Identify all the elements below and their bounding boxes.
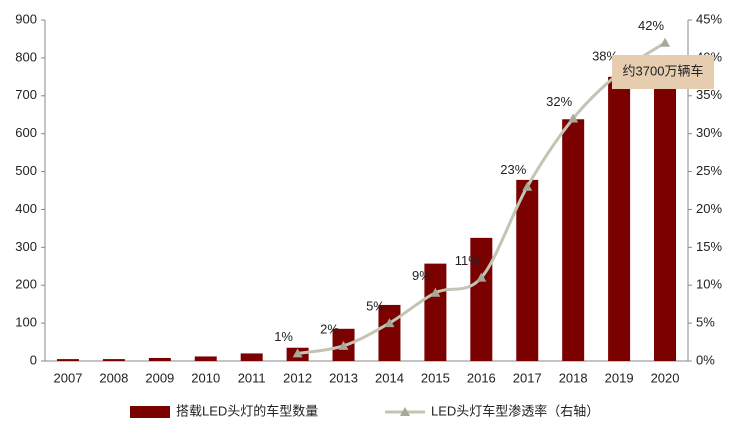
line-marker bbox=[522, 181, 533, 191]
x-tick-label: 2011 bbox=[238, 370, 266, 385]
x-tick-label: 2012 bbox=[283, 370, 312, 385]
annotation-box bbox=[612, 55, 714, 89]
value-label: 38% bbox=[592, 48, 618, 63]
bar bbox=[516, 179, 539, 361]
y-tick-label: 700 bbox=[15, 87, 37, 102]
x-tick-label: 2009 bbox=[145, 370, 174, 385]
y-tick-label: 400 bbox=[15, 201, 37, 216]
bar bbox=[562, 119, 585, 361]
x-tick-label: 2017 bbox=[513, 370, 542, 385]
x-tick-label: 2013 bbox=[329, 370, 358, 385]
x-tick-label: 2010 bbox=[191, 370, 220, 385]
y-tick-label: 800 bbox=[15, 49, 37, 64]
line-marker bbox=[476, 272, 487, 282]
y2-tick-label: 45% bbox=[696, 11, 722, 26]
x-tick-label: 2007 bbox=[54, 370, 83, 385]
y2-tick-label: 5% bbox=[696, 315, 715, 330]
legend-label: LED头灯车型渗透率（右轴） bbox=[431, 403, 599, 418]
bar bbox=[424, 263, 447, 361]
y2-tick-label: 15% bbox=[696, 239, 722, 254]
x-tick-label: 2019 bbox=[605, 370, 634, 385]
x-tick-label: 2020 bbox=[651, 370, 680, 385]
value-label: 9% bbox=[412, 268, 431, 283]
x-tick-label: 2015 bbox=[421, 370, 450, 385]
x-tick-label: 2008 bbox=[99, 370, 128, 385]
line-marker bbox=[384, 318, 395, 328]
bar bbox=[56, 359, 79, 361]
x-tick-label: 2014 bbox=[375, 370, 404, 385]
y2-tick-label: 0% bbox=[696, 352, 715, 367]
x-tick-label: 2016 bbox=[467, 370, 496, 385]
value-label: 11% bbox=[455, 253, 480, 268]
value-label: 23% bbox=[500, 162, 526, 177]
legend-swatch bbox=[130, 406, 170, 418]
line bbox=[297, 41, 666, 355]
value-label: 5% bbox=[366, 299, 385, 314]
bar bbox=[148, 357, 171, 361]
y-tick-label: 300 bbox=[15, 239, 37, 254]
line-marker bbox=[338, 340, 349, 350]
line-marker bbox=[292, 348, 303, 358]
y2-tick-label: 20% bbox=[696, 201, 722, 216]
y-tick-label: 100 bbox=[15, 315, 37, 330]
value-label: 2% bbox=[320, 321, 339, 336]
y2-tick-label: 10% bbox=[696, 277, 722, 292]
line-marker bbox=[660, 37, 671, 47]
y2-tick-label: 25% bbox=[696, 163, 722, 178]
y-tick-label: 200 bbox=[15, 277, 37, 292]
y-tick-label: 500 bbox=[15, 163, 37, 178]
bar bbox=[608, 76, 631, 361]
value-label: 1% bbox=[274, 329, 293, 344]
legend-label: 搭载LED头灯的车型数量 bbox=[176, 403, 318, 418]
y-tick-label: 600 bbox=[15, 125, 37, 140]
bar bbox=[194, 356, 217, 361]
line-marker bbox=[568, 113, 579, 123]
y-tick-label: 0 bbox=[30, 352, 37, 367]
value-label: 32% bbox=[546, 94, 572, 109]
bar bbox=[240, 353, 263, 361]
bar bbox=[654, 57, 677, 362]
bar bbox=[102, 359, 125, 361]
line-marker bbox=[430, 287, 441, 297]
y-tick-label: 900 bbox=[15, 11, 37, 26]
value-label: 42% bbox=[638, 18, 664, 33]
y2-tick-label: 35% bbox=[696, 87, 722, 102]
x-tick-label: 2018 bbox=[559, 370, 588, 385]
annotation: 约3700万辆车 bbox=[623, 63, 704, 78]
legend-marker bbox=[400, 407, 410, 416]
y2-tick-label: 30% bbox=[696, 125, 722, 140]
